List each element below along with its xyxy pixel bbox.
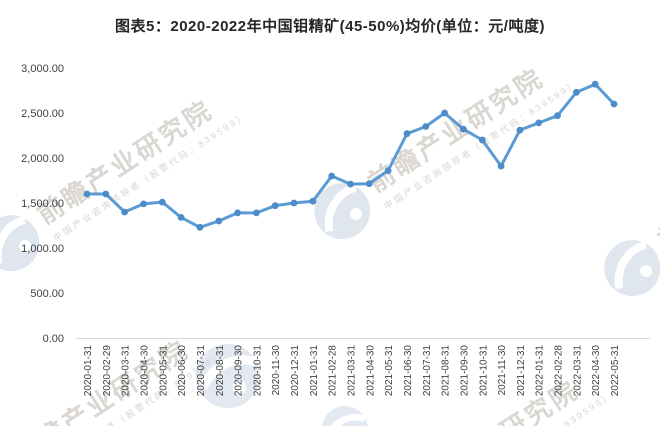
x-axis-tick-label: 2020-12-31 — [290, 345, 301, 397]
x-axis-tick-label: 2020-03-31 — [121, 345, 132, 397]
data-point-marker — [497, 162, 505, 170]
x-axis-tick-label: 2020-05-31 — [158, 345, 169, 397]
x-axis-tick-label: 2022-01-31 — [535, 345, 546, 397]
price-series-line — [85, 82, 616, 229]
x-axis-tick-label: 2022-05-31 — [610, 345, 621, 397]
data-point-marker — [554, 112, 561, 120]
x-axis-tick-label: 2021-10-31 — [478, 345, 489, 397]
x-axis-tick-label: 2022-02-28 — [554, 345, 565, 397]
y-axis-tick-label: 1,000.00 — [21, 243, 64, 255]
x-axis-tick-label: 2021-02-28 — [328, 345, 339, 397]
chart-title: 图表5：2020-2022年中国钼精矿(45-50%)均价(单位：元/吨度) — [115, 18, 545, 35]
x-axis-tick-label: 2021-06-30 — [403, 345, 414, 397]
data-point-marker — [234, 209, 242, 217]
data-point-marker — [384, 167, 392, 175]
data-point-marker — [290, 199, 298, 207]
x-axis-tick-label: 2021-03-31 — [347, 345, 358, 397]
data-point-marker — [365, 180, 373, 188]
x-axis-tick-label: 2020-10-31 — [252, 345, 263, 397]
x-axis-tick-label: 2021-01-31 — [309, 345, 320, 397]
data-point-marker — [215, 217, 223, 225]
data-point-marker — [328, 172, 336, 180]
data-point-marker — [347, 180, 354, 188]
x-axis-tick-label: 2020-09-30 — [234, 345, 245, 397]
data-point-marker — [271, 202, 279, 210]
data-point-marker — [591, 80, 599, 88]
x-axis-tick-label: 2021-08-31 — [441, 345, 452, 397]
data-point-marker — [309, 197, 317, 205]
x-axis-tick-label: 2021-04-30 — [365, 345, 376, 397]
x-axis-tick-label: 2021-05-31 — [384, 345, 395, 397]
x-axis-tick-label: 2020-02-29 — [102, 345, 113, 397]
data-point-marker — [535, 119, 543, 127]
data-point-marker — [610, 100, 618, 108]
data-point-marker — [158, 198, 166, 206]
x-axis-tick-label: 2020-08-31 — [215, 345, 226, 397]
data-point-marker — [102, 190, 110, 198]
x-axis-tick-label: 2020-06-30 — [177, 345, 188, 397]
x-axis-tick-label: 2022-03-31 — [572, 345, 583, 397]
data-point-marker — [403, 130, 411, 138]
x-axis-tick-label: 2021-07-31 — [422, 345, 433, 397]
data-point-marker — [83, 190, 91, 198]
data-point-marker — [516, 126, 524, 134]
x-axis-tick-label: 2021-09-30 — [459, 345, 470, 397]
data-point-marker — [441, 109, 448, 117]
x-axis-tick-label: 2020-11-30 — [271, 345, 282, 396]
y-axis-tick-label: 0.00 — [43, 333, 64, 345]
x-axis-tick-label: 2021-11-30 — [497, 345, 508, 396]
x-axis-tick-label: 2020-01-31 — [83, 345, 94, 397]
y-axis-tick-label: 2,000.00 — [21, 153, 64, 165]
x-axis-tick-label: 2021-12-31 — [516, 345, 527, 397]
data-point-marker — [573, 88, 580, 96]
data-point-marker — [460, 125, 467, 133]
y-axis-tick-label: 1,500.00 — [21, 198, 64, 210]
y-axis-tick-label: 500.00 — [30, 288, 64, 300]
data-point-marker — [422, 123, 430, 130]
y-axis-tick-label: 3,000.00 — [21, 63, 64, 75]
data-point-marker — [140, 200, 147, 208]
data-point-marker — [196, 223, 204, 231]
x-axis-tick-label: 2022-04-30 — [591, 345, 602, 397]
y-axis-tick-label: 2,500.00 — [21, 108, 64, 120]
x-axis-tick-label: 2020-04-30 — [139, 345, 150, 397]
data-point-marker — [177, 214, 185, 221]
data-point-marker — [121, 208, 128, 216]
data-point-marker — [478, 136, 486, 144]
data-point-marker — [253, 209, 260, 217]
x-axis-tick-label: 2020-07-31 — [196, 345, 207, 397]
